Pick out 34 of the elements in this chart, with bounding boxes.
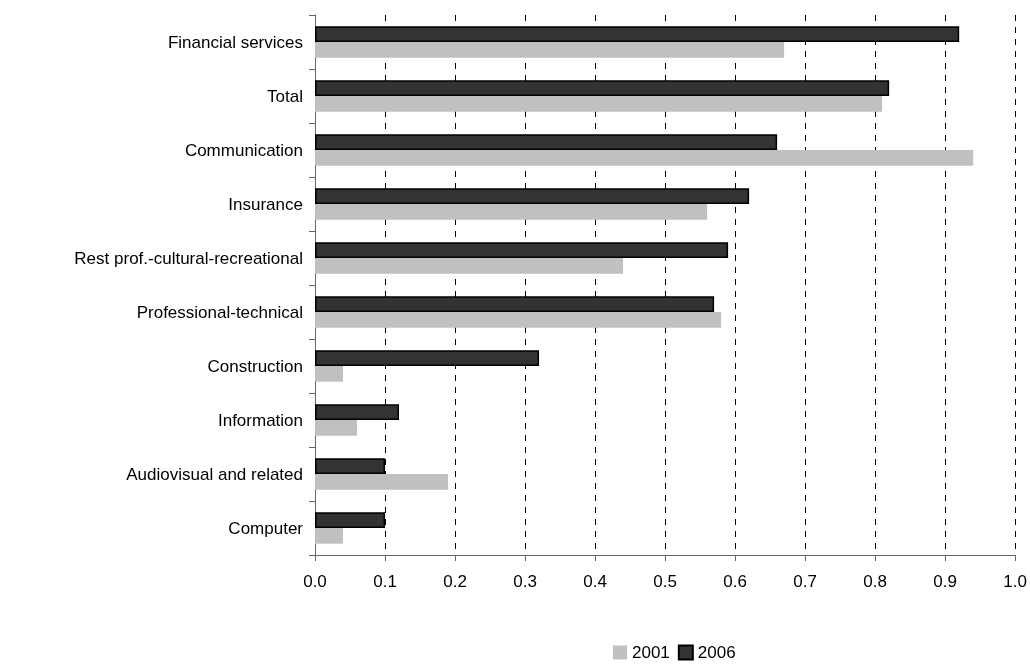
x-tick-label: 0.7: [793, 572, 817, 591]
x-tick-label: 0.8: [863, 572, 887, 591]
x-tick-label: 0.6: [723, 572, 747, 591]
y-tick-label: Communication: [184, 140, 303, 160]
x-tick-label: 0.2: [443, 572, 467, 591]
bar: [315, 204, 708, 220]
x-tick-label: 0.0: [303, 572, 327, 591]
y-tick-label: Total: [267, 86, 303, 106]
bar: [315, 96, 883, 112]
x-tick-label: 1.0: [1003, 572, 1027, 591]
y-tick-label: Insurance: [228, 194, 303, 214]
x-tick-label: 0.1: [373, 572, 397, 591]
bar: [315, 474, 449, 490]
bar: [315, 258, 624, 274]
legend-label: 2006: [697, 643, 736, 662]
legend-label: 2001: [632, 643, 670, 662]
bar: [315, 42, 785, 58]
x-tick-label: 0.5: [653, 572, 677, 591]
bar: [315, 134, 778, 150]
y-tick-label: Financial services: [167, 32, 303, 52]
x-tick-label: 0.3: [513, 572, 537, 591]
x-tick-label: 0.9: [933, 572, 957, 591]
bar: [315, 528, 344, 544]
bar: [315, 420, 358, 436]
x-tick-label: 0.4: [583, 572, 607, 591]
y-tick-label: Construction: [207, 356, 303, 376]
y-tick-label: Professional-technical: [136, 302, 303, 322]
y-tick-label: Audiovisual and related: [126, 464, 303, 484]
y-tick-label: Computer: [228, 518, 304, 538]
bar: [315, 366, 344, 382]
bar: [315, 312, 722, 328]
y-tick-label: Rest prof.-cultural-recreational: [74, 248, 303, 268]
bar: [315, 150, 974, 166]
y-tick-label: Information: [217, 410, 303, 430]
